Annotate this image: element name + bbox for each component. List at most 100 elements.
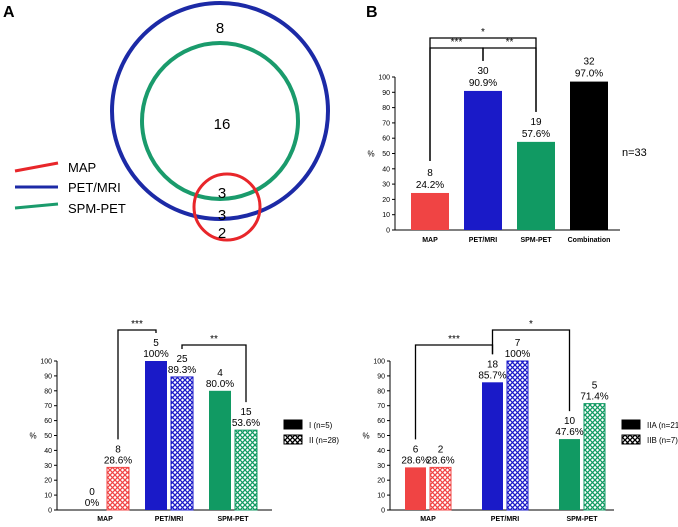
venn-count: 2 bbox=[218, 225, 226, 242]
x-tick-label: SPM-PET bbox=[520, 237, 552, 244]
legend-label: IIB (n=7) bbox=[647, 436, 678, 445]
data-label-count: 15 bbox=[240, 407, 252, 418]
data-label-percent: 97.0% bbox=[575, 69, 603, 80]
legend-swatch bbox=[283, 434, 303, 445]
data-label-count: 5 bbox=[153, 338, 159, 349]
data-label-count: 6 bbox=[413, 444, 419, 455]
significance-bracket bbox=[482, 47, 537, 112]
chart-c: 0102030405060708090100%00%828.6%MAP5100%… bbox=[29, 319, 339, 523]
y-tick-label: 60 bbox=[377, 418, 385, 425]
significance-label: *** bbox=[131, 319, 143, 330]
y-axis-label: % bbox=[362, 432, 369, 441]
legend-label: II (n=28) bbox=[309, 436, 339, 445]
significance-label: * bbox=[529, 319, 533, 330]
y-tick-label: 0 bbox=[48, 508, 52, 515]
data-label-percent: 100% bbox=[143, 349, 169, 360]
x-tick-label: MAP bbox=[420, 516, 436, 523]
data-label-count: 32 bbox=[583, 57, 595, 68]
data-label-percent: 71.4% bbox=[580, 392, 608, 403]
y-tick-label: 40 bbox=[382, 166, 390, 173]
data-label-percent: 28.6% bbox=[104, 455, 132, 466]
chart-b: 0102030405060708090100%824.2%MAP3090.9%P… bbox=[367, 27, 646, 244]
significance-bracket bbox=[491, 329, 571, 412]
data-label-count: 18 bbox=[487, 359, 499, 370]
legend-label: I (n=5) bbox=[309, 421, 333, 430]
bar bbox=[234, 429, 258, 511]
chart-d: 0102030405060708090100%628.6%228.6%MAP18… bbox=[362, 319, 678, 523]
annotation: n=33 bbox=[622, 147, 647, 159]
x-tick-label: Combination bbox=[568, 237, 611, 244]
x-tick-label: PET/MRI bbox=[491, 516, 519, 523]
y-tick-label: 80 bbox=[44, 388, 52, 395]
data-label-percent: 47.6% bbox=[555, 427, 583, 438]
y-tick-label: 30 bbox=[377, 463, 385, 470]
data-label-percent: 57.6% bbox=[522, 129, 550, 140]
y-axis-label: % bbox=[29, 432, 36, 441]
bar bbox=[429, 466, 452, 511]
bar bbox=[411, 192, 449, 230]
data-label-percent: 85.7% bbox=[478, 370, 506, 381]
y-tick-label: 50 bbox=[382, 151, 390, 158]
bar bbox=[464, 90, 502, 230]
y-tick-label: 0 bbox=[386, 228, 390, 235]
y-tick-label: 70 bbox=[382, 120, 390, 127]
data-label-count: 8 bbox=[427, 168, 433, 179]
venn-count: 3 bbox=[218, 207, 226, 224]
y-tick-label: 60 bbox=[382, 136, 390, 143]
x-tick-label: PET/MRI bbox=[155, 516, 183, 523]
venn-circle-pet-mri bbox=[110, 1, 330, 221]
data-label-count: 8 bbox=[115, 444, 121, 455]
legend-swatch bbox=[621, 419, 641, 430]
panel-b-label: B bbox=[366, 4, 378, 21]
legend-swatch bbox=[283, 419, 303, 430]
data-label-percent: 0% bbox=[85, 498, 100, 509]
x-tick-label: MAP bbox=[422, 237, 438, 244]
legend-swatch-map bbox=[14, 161, 59, 173]
bar bbox=[583, 403, 606, 511]
data-label-percent: 28.6% bbox=[401, 455, 429, 466]
y-tick-label: 50 bbox=[44, 433, 52, 440]
data-label-count: 7 bbox=[515, 338, 521, 349]
data-label-percent: 80.0% bbox=[206, 379, 234, 390]
bar bbox=[517, 141, 555, 230]
y-tick-label: 90 bbox=[377, 373, 385, 380]
significance-label: *** bbox=[448, 334, 460, 345]
venn-circle-map bbox=[192, 172, 262, 242]
legend-label-pet-mri: PET/MRI bbox=[68, 180, 121, 195]
y-tick-label: 20 bbox=[382, 197, 390, 204]
y-tick-label: 10 bbox=[382, 212, 390, 219]
y-tick-label: 40 bbox=[377, 448, 385, 455]
y-tick-label: 60 bbox=[44, 418, 52, 425]
x-tick-label: SPM-PET bbox=[217, 516, 249, 523]
significance-bracket bbox=[414, 344, 494, 440]
y-tick-label: 40 bbox=[44, 448, 52, 455]
venn-count: 16 bbox=[214, 116, 231, 133]
data-label-percent: 90.9% bbox=[469, 78, 497, 89]
significance-bracket bbox=[181, 344, 247, 403]
data-label-percent: 100% bbox=[505, 349, 531, 360]
bar bbox=[482, 382, 503, 510]
y-tick-label: 50 bbox=[377, 433, 385, 440]
x-tick-label: MAP bbox=[97, 516, 113, 523]
y-tick-label: 90 bbox=[44, 373, 52, 380]
bar bbox=[559, 439, 580, 510]
significance-label: * bbox=[481, 27, 485, 38]
bar bbox=[145, 361, 167, 510]
y-tick-label: 80 bbox=[382, 105, 390, 112]
y-tick-label: 100 bbox=[378, 75, 390, 82]
y-tick-label: 20 bbox=[44, 478, 52, 485]
data-label-count: 19 bbox=[530, 117, 542, 128]
bar bbox=[209, 390, 231, 510]
y-tick-label: 10 bbox=[44, 493, 52, 500]
legend-label-map: MAP bbox=[68, 160, 96, 175]
y-tick-label: 20 bbox=[377, 478, 385, 485]
significance-label: ** bbox=[210, 334, 218, 345]
bar bbox=[405, 467, 426, 510]
data-label-count: 10 bbox=[564, 416, 576, 427]
panel-a-label: A bbox=[3, 4, 15, 21]
bar bbox=[170, 376, 194, 511]
bar bbox=[106, 466, 130, 511]
y-tick-label: 100 bbox=[373, 359, 385, 366]
y-tick-label: 0 bbox=[381, 508, 385, 515]
y-tick-label: 70 bbox=[44, 403, 52, 410]
